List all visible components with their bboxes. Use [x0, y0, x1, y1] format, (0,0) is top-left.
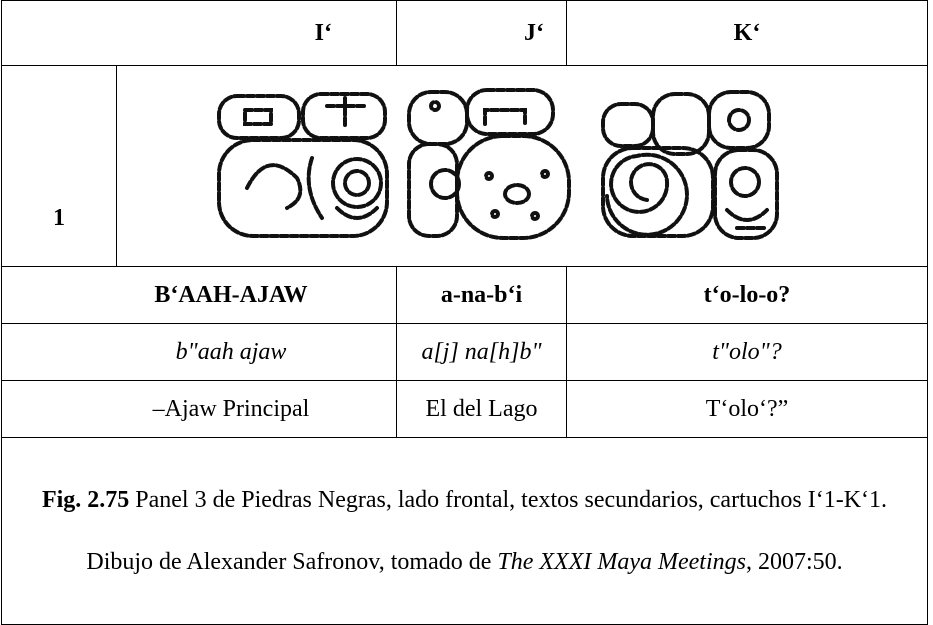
cell: a-na-b‘i: [396, 266, 567, 324]
glyph-cell: [116, 65, 928, 267]
caption-tail: , 2007:50.: [745, 549, 843, 575]
glyph-row: 1: [1, 65, 928, 267]
glyph-drawing: [217, 87, 779, 240]
table-row: b"aah ajaw a[j] na[h]b" t"olo"?: [1, 323, 928, 381]
cell: ‒Ajaw Principal: [1, 380, 397, 438]
header-cell: J‘: [396, 0, 567, 66]
header-cell: K‘: [566, 0, 928, 66]
caption: Fig. 2.75 Panel 3 de Piedras Negras, lad…: [1, 437, 928, 625]
cell: a[j] na[h]b": [396, 323, 567, 381]
cell: T‘olo‘?”: [566, 380, 928, 438]
cell: t"olo"?: [566, 323, 928, 381]
cell: El del Lago: [396, 380, 567, 438]
caption-source: The XXXI Maya Meetings: [497, 549, 746, 575]
caption-row: Fig. 2.75 Panel 3 de Piedras Negras, lad…: [1, 437, 928, 625]
caption-label: Fig. 2.75: [41, 487, 130, 513]
row-label: 1: [1, 65, 117, 267]
table-row: ‒Ajaw Principal El del Lago T‘olo‘?”: [1, 380, 928, 438]
cell: b"aah ajaw: [1, 323, 397, 381]
caption-text: Panel 3 de Piedras Negras, lado frontal,…: [86, 487, 888, 575]
cell: B‘AAH-AJAW: [1, 266, 397, 324]
cell: t‘o-lo-o?: [566, 266, 928, 324]
header-cell: I‘: [1, 0, 397, 66]
table-row: B‘AAH-AJAW a-na-b‘i t‘o-lo-o?: [1, 266, 928, 324]
header-row: I‘ J‘ K‘: [1, 0, 928, 66]
